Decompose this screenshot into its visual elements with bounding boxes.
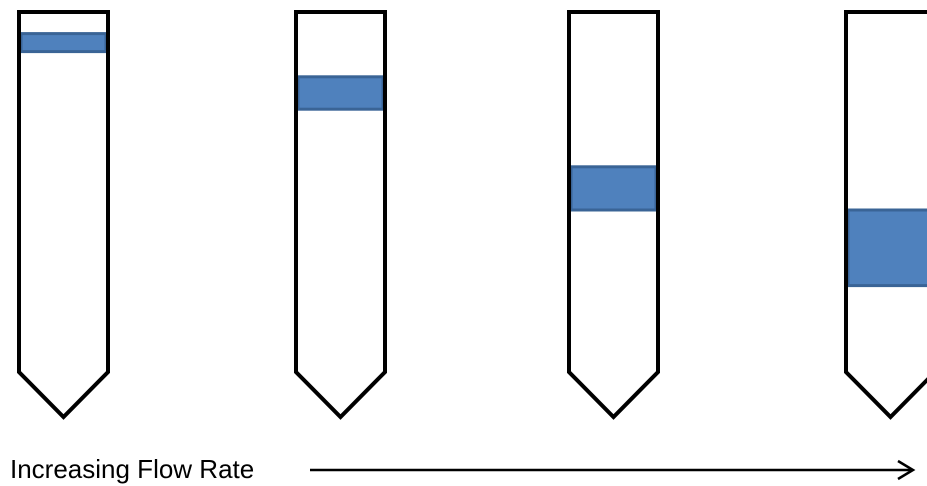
flow-rate-label: Increasing Flow Rate — [10, 454, 254, 484]
tube-4-band — [846, 208, 927, 288]
tube-2-band — [296, 75, 385, 111]
tube-1-band — [19, 32, 108, 54]
tube-4-outline — [844, 10, 927, 420]
tube-2-outline — [294, 10, 387, 420]
tube-2 — [294, 10, 387, 420]
tubes-group — [17, 10, 927, 420]
tube-4 — [844, 10, 927, 420]
tube-1 — [17, 10, 110, 420]
flow-rate-axis: Increasing Flow Rate — [10, 454, 916, 484]
tube-3-outline — [567, 10, 660, 420]
tube-1-outline — [17, 10, 110, 420]
tube-3 — [567, 10, 660, 420]
arrow-right-icon — [897, 459, 916, 481]
tube-3-band — [569, 165, 658, 212]
